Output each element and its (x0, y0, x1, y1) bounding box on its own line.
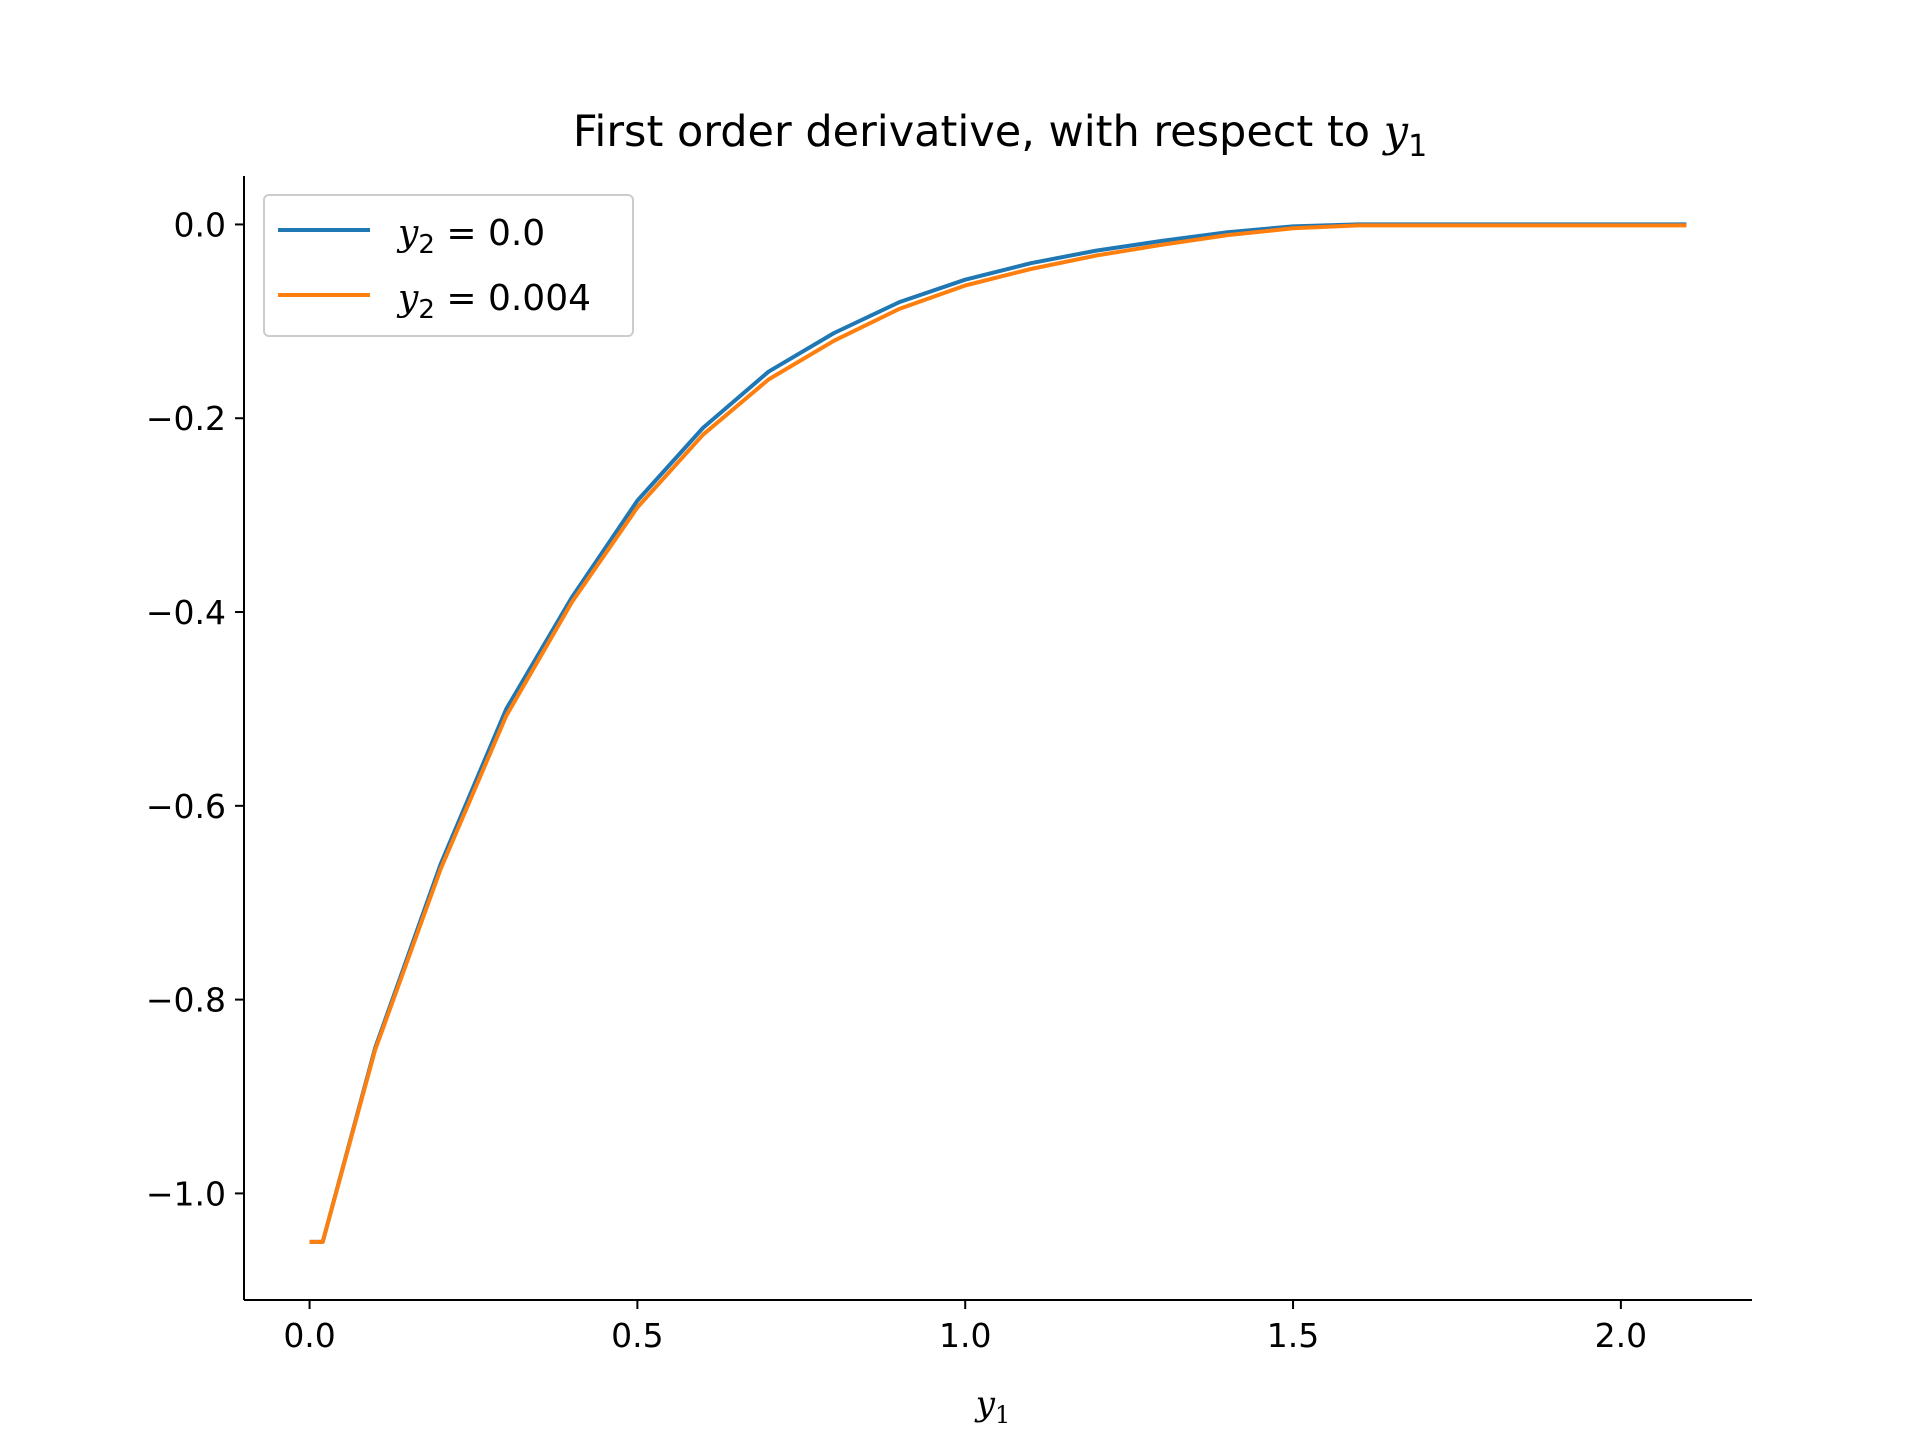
x-tick-label: 2.0 (1595, 1316, 1647, 1355)
axes-layer (243, 176, 1752, 1301)
legend-label-series-1: y2 = 0.0 (396, 213, 545, 260)
series-line-2 (309, 223, 1687, 1244)
y-tick-label: −1.0 (146, 1174, 226, 1213)
x-tick-label: 0.0 (283, 1316, 335, 1355)
series-layer (309, 222, 1687, 1244)
x-tick-label: 1.5 (1267, 1316, 1319, 1355)
x-axis-label-sub: 1 (995, 1401, 1010, 1429)
x-axis-label-var: y (974, 1384, 996, 1424)
legend-label-series-2: y2 = 0.004 (396, 278, 591, 325)
ticks-layer: 0.0 0.5 1.0 1.5 2.0 0.0 −0.2 −0.4 −0.6 −0.8 −1.0 (146, 205, 1647, 1355)
chart-title-text: First order derivative, with respect to (573, 107, 1384, 157)
x-axis-label: y1 (974, 1384, 1011, 1429)
legend-label-series-2-value: = 0.004 (435, 278, 591, 319)
chart-title-sub: 1 (1408, 129, 1427, 164)
legend-label-series-1-var: y (396, 213, 419, 254)
y-tick-label: −0.4 (146, 593, 226, 632)
legend: y2 = 0.0 y2 = 0.004 (263, 194, 634, 337)
legend-label-series-1-sub: 2 (418, 230, 435, 260)
chart-title-var: y (1382, 107, 1409, 157)
y-tick-label: −0.8 (146, 981, 226, 1020)
y-tick-label: −0.2 (146, 399, 226, 438)
legend-label-series-2-sub: 2 (418, 295, 435, 325)
y-tick-label: −0.6 (146, 787, 226, 826)
chart-title: First order derivative, with respect to … (573, 107, 1427, 164)
legend-label-series-1-value: = 0.0 (435, 213, 545, 254)
x-tick-label: 0.5 (611, 1316, 663, 1355)
y-tick-label: 0.0 (174, 205, 226, 244)
legend-label-series-2-var: y (396, 278, 419, 319)
x-tick-label: 1.0 (939, 1316, 991, 1355)
